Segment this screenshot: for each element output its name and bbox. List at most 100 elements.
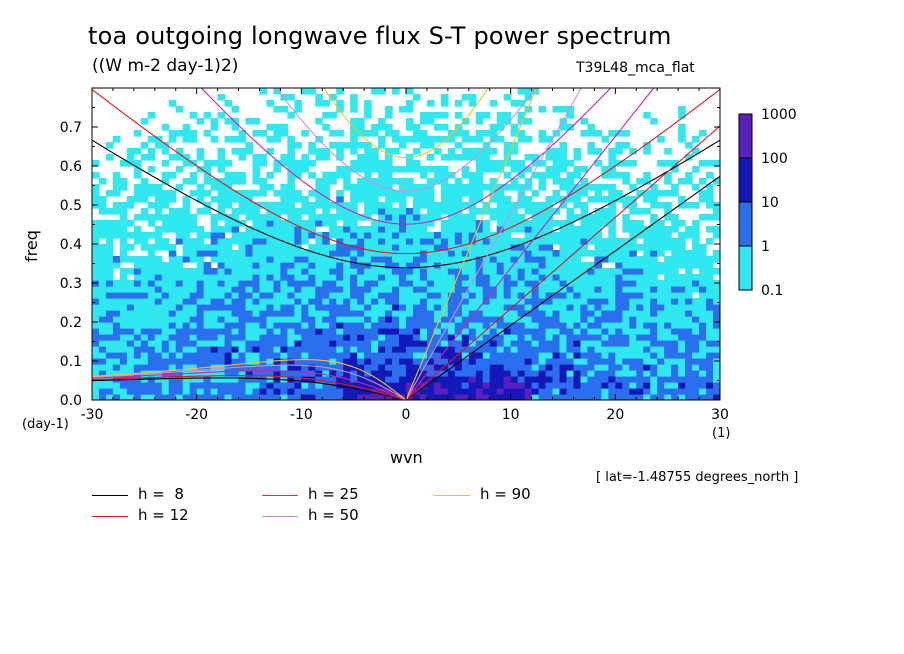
- shading-cell: [615, 142, 623, 149]
- shading-cell: [168, 394, 177, 400]
- shading-cell: [531, 352, 540, 359]
- shading-cell: [259, 238, 268, 245]
- shading-cell: [713, 394, 720, 400]
- shading-cell: [685, 292, 693, 299]
- shading-cell: [664, 268, 672, 275]
- shading-cell: [454, 286, 463, 293]
- shading-cell: [175, 220, 184, 227]
- shading-cell: [664, 244, 672, 251]
- shading-cell: [433, 136, 442, 143]
- shading-cell: [678, 364, 686, 371]
- colorbar-swatch: [738, 245, 753, 291]
- shading-cell: [426, 184, 435, 191]
- shading-cell: [287, 244, 295, 251]
- shading-cell: [657, 202, 665, 209]
- shading-cell: [650, 190, 658, 197]
- shading-cell: [161, 370, 170, 377]
- shading-cell: [245, 190, 254, 197]
- shading-cell: [692, 166, 700, 173]
- shading-cell: [133, 262, 142, 269]
- shading-cell: [371, 130, 379, 137]
- shading-cell: [343, 286, 351, 293]
- shading-cell: [699, 340, 707, 347]
- shading-cell: [245, 328, 254, 335]
- shading-cell: [133, 358, 142, 365]
- shading-cell: [412, 196, 421, 203]
- shading-cell: [217, 184, 226, 191]
- shading-cell: [119, 388, 128, 395]
- shading-cell: [482, 250, 491, 257]
- shading-cell: [140, 328, 149, 335]
- shading-cell: [587, 310, 595, 317]
- shading-cell: [496, 304, 505, 311]
- shading-cell: [538, 136, 547, 143]
- shading-cell: [454, 100, 463, 107]
- shading-cell: [664, 370, 672, 377]
- shading-cell: [524, 280, 533, 287]
- shading-cell: [552, 256, 561, 263]
- shading-cell: [650, 328, 658, 335]
- shading-cell: [629, 388, 637, 395]
- shading-cell: [489, 256, 498, 263]
- shading-cell: [671, 262, 679, 269]
- shading-cell: [594, 364, 602, 371]
- shading-cell: [399, 238, 407, 245]
- shading-cell: [266, 226, 275, 233]
- shading-cell: [231, 304, 240, 311]
- shading-cell: [252, 370, 261, 377]
- shading-cell: [364, 166, 372, 173]
- shading-cell: [182, 250, 191, 257]
- shading-cell: [161, 148, 170, 155]
- shading-cell: [273, 292, 281, 299]
- shading-cell: [573, 298, 582, 305]
- shading-cell: [92, 328, 100, 335]
- shading-cell: [699, 196, 707, 203]
- shading-cell: [238, 136, 247, 143]
- shading-cell: [706, 226, 714, 233]
- shading-cell: [664, 304, 672, 311]
- shading-cell: [315, 298, 323, 305]
- shading-cell: [713, 334, 720, 341]
- shading-cell: [587, 388, 595, 395]
- shading-cell: [601, 220, 609, 227]
- shading-cell: [168, 388, 177, 395]
- shading-cell: [580, 268, 589, 275]
- shading-cell: [266, 238, 275, 245]
- shading-cell: [531, 364, 540, 371]
- shading-cell: [392, 352, 400, 359]
- shading-cell: [357, 304, 365, 311]
- shading-cell: [573, 268, 582, 275]
- shading-cell: [622, 388, 630, 395]
- shading-cell: [378, 280, 386, 287]
- shading-cell: [92, 352, 100, 359]
- shading-cell: [252, 202, 261, 209]
- shading-cell: [182, 274, 191, 281]
- shading-cell: [252, 388, 261, 395]
- shading-cell: [426, 358, 435, 365]
- shading-cell: [168, 268, 177, 275]
- shading-cell: [678, 202, 686, 209]
- shading-cell: [259, 262, 268, 269]
- shading-cell: [622, 376, 630, 383]
- shading-cell: [636, 178, 644, 185]
- shading-cell: [280, 268, 288, 275]
- shading-cell: [336, 352, 344, 359]
- shading-cell: [426, 388, 435, 395]
- shading-cell: [245, 292, 254, 299]
- shading-cell: [259, 388, 268, 395]
- shading-cell: [713, 226, 720, 233]
- shading-cell: [517, 118, 526, 125]
- shading-cell: [147, 214, 156, 221]
- shading-cell: [524, 88, 533, 95]
- shading-cell: [503, 322, 512, 329]
- shading-cell: [92, 274, 100, 281]
- shading-cell: [224, 262, 233, 269]
- shading-cell: [224, 304, 233, 311]
- shading-cell: [252, 346, 261, 353]
- shading-cell: [196, 364, 205, 371]
- shading-cell: [440, 250, 449, 257]
- shading-cell: [112, 280, 121, 287]
- shading-cell: [671, 394, 679, 400]
- shading-cell: [510, 262, 519, 269]
- shading-cell: [657, 382, 665, 389]
